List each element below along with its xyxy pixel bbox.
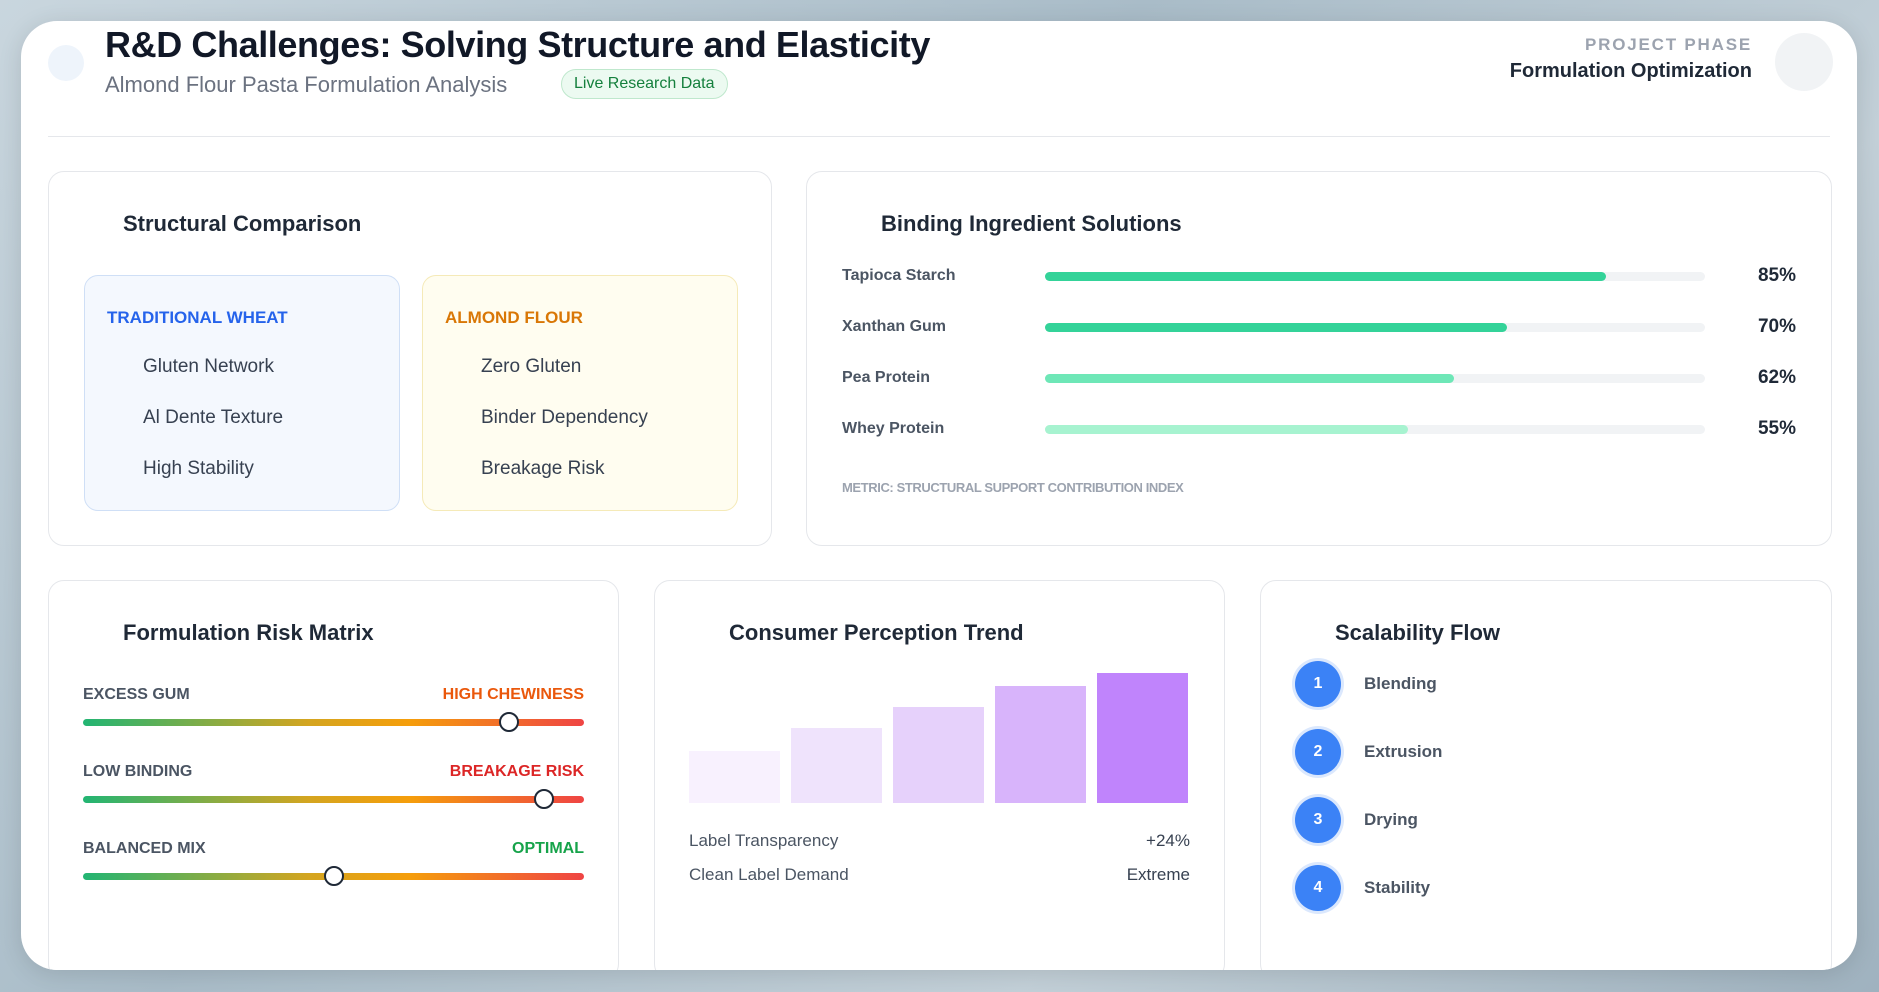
panel-title: Consumer Perception Trend	[729, 620, 1024, 645]
trend-bar-4	[995, 686, 1086, 803]
wheat-item: High Stability	[143, 458, 254, 479]
binding-percent: 55%	[1757, 418, 1796, 439]
project-phase-label: PROJECT PHASE	[1585, 35, 1752, 54]
traditional-wheat-card: TRADITIONAL WHEAT Gluten Network Al Dent…	[84, 275, 400, 511]
trend-bar-1	[689, 751, 780, 803]
binding-percent: 70%	[1757, 316, 1796, 337]
risk-slider-track[interactable]	[83, 712, 584, 732]
panel-title: Scalability Flow	[1335, 620, 1501, 645]
page-subtitle: Almond Flour Pasta Formulation Analysis	[105, 72, 508, 97]
consumer-trend-chart	[689, 673, 1188, 803]
risk-matrix-panel: Formulation Risk Matrix EXCESS GUM HIGH C…	[48, 580, 619, 970]
wheat-item: Gluten Network	[143, 356, 274, 377]
binding-solutions-panel: Binding Ingredient Solutions Tapioca Sta…	[806, 171, 1832, 546]
trend-bar-5	[1097, 673, 1188, 803]
binding-label: Tapioca Starch	[842, 267, 956, 284]
binding-progress-fill	[1045, 323, 1507, 332]
binding-percent: 62%	[1757, 367, 1796, 388]
metric-note: METRIC: STRUCTURAL SUPPORT CONTRIBUTION …	[842, 480, 1184, 495]
binding-progress-fill	[1045, 272, 1606, 281]
almond-item: Breakage Risk	[481, 458, 605, 479]
profile-avatar-icon[interactable]	[1775, 33, 1833, 91]
risk-slider-handle[interactable]	[323, 866, 344, 886]
risk-left-label: BALANCED MIX	[83, 840, 206, 857]
almond-item: Zero Gluten	[481, 356, 582, 377]
step-label: Extrusion	[1364, 742, 1443, 761]
risk-slider-track[interactable]	[83, 866, 584, 886]
scalability-flow-panel: Scalability Flow 1 Blending 2 Extrusion 3 Dry…	[1260, 580, 1832, 970]
structural-comparison-panel: Structural Comparison TRADITIONAL WHEAT …	[48, 171, 772, 546]
trend-row-label: Clean Label Demand	[689, 865, 849, 884]
wheat-item: Al Dente Texture	[143, 407, 284, 428]
step-label: Stability	[1364, 878, 1431, 897]
step-number-badge: 3	[1295, 797, 1341, 843]
risk-right-label: BREAKAGE RISK	[449, 763, 584, 780]
dashboard-card: R&D Challenges: Solving Structure and El…	[21, 21, 1857, 970]
page-title: R&D Challenges: Solving Structure and El…	[105, 24, 930, 65]
binding-percent: 85%	[1757, 265, 1796, 286]
risk-slider-track[interactable]	[83, 789, 584, 809]
project-phase-value: Formulation Optimization	[1509, 60, 1752, 82]
risk-slider-handle[interactable]	[533, 789, 554, 809]
binding-progress-track	[1045, 323, 1705, 332]
binding-progress-track	[1045, 272, 1705, 281]
trend-row-label: Label Transparency	[689, 831, 839, 850]
header-avatar-icon	[48, 45, 84, 81]
binding-progress-fill	[1045, 425, 1408, 434]
step-label: Blending	[1364, 674, 1437, 693]
risk-left-label: LOW BINDING	[83, 763, 193, 780]
trend-bar-2	[791, 728, 882, 803]
binding-progress-track	[1045, 374, 1705, 383]
risk-slider-handle[interactable]	[498, 712, 519, 732]
almond-flour-card: ALMOND FLOUR Zero Gluten Binder Dependen…	[422, 275, 738, 511]
risk-right-label: HIGH CHEWINESS	[442, 686, 584, 703]
live-data-badge: Live Research Data	[561, 69, 728, 99]
binding-label: Whey Protein	[842, 420, 945, 437]
panel-title: Formulation Risk Matrix	[123, 620, 374, 645]
panel-title: Binding Ingredient Solutions	[881, 211, 1182, 236]
binding-progress-track	[1045, 425, 1705, 434]
risk-left-label: EXCESS GUM	[83, 686, 190, 703]
risk-right-label: OPTIMAL	[512, 840, 584, 857]
binding-label: Xanthan Gum	[842, 318, 947, 335]
step-number-badge: 4	[1295, 865, 1341, 911]
binding-progress-fill	[1045, 374, 1455, 383]
step-label: Drying	[1364, 810, 1418, 829]
step-number-badge: 1	[1295, 661, 1341, 707]
binding-label: Pea Protein	[842, 369, 931, 386]
almond-heading: ALMOND FLOUR	[445, 308, 583, 327]
almond-item: Binder Dependency	[481, 407, 648, 428]
trend-bar-3	[893, 707, 984, 803]
header-divider	[48, 136, 1830, 137]
step-number-badge: 2	[1295, 729, 1341, 775]
trend-row-value: +24%	[1146, 831, 1190, 850]
trend-row-value: Extreme	[1126, 865, 1190, 884]
panel-title: Structural Comparison	[123, 211, 362, 236]
consumer-trend-panel: Consumer Perception Trend Label Transpar…	[654, 580, 1225, 970]
wheat-heading: TRADITIONAL WHEAT	[107, 308, 288, 327]
